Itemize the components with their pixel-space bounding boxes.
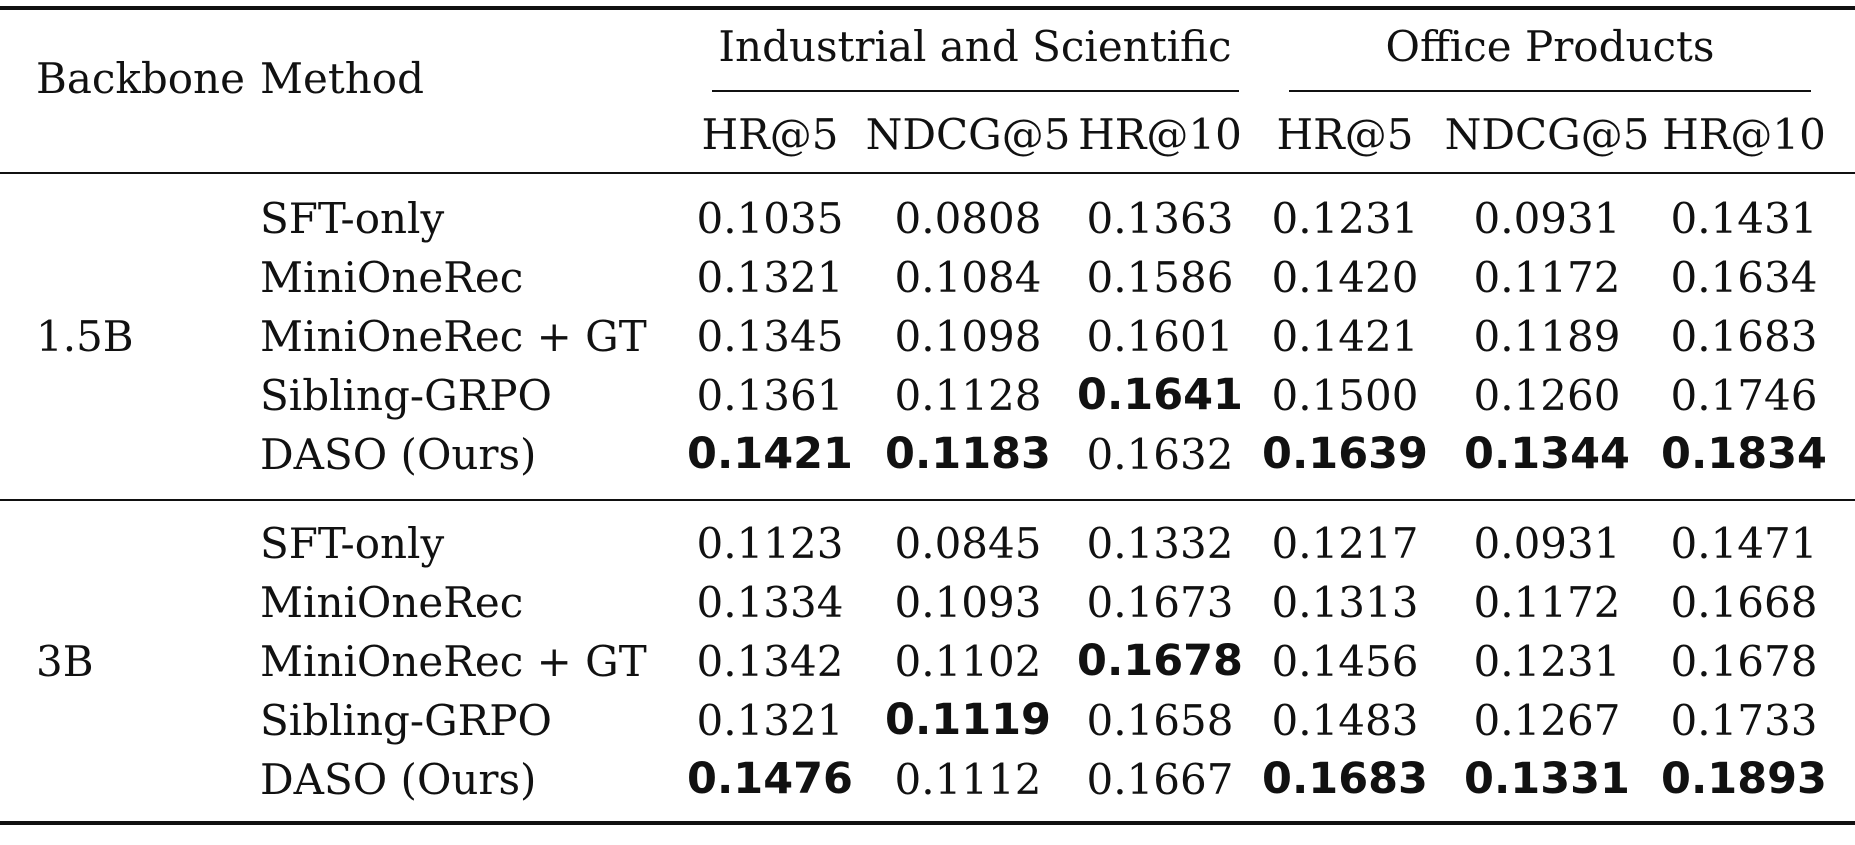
best-value-cell: 0.1476 xyxy=(687,754,853,804)
top-rule xyxy=(0,6,1855,10)
value-cell: 0.1102 xyxy=(894,637,1042,686)
best-value-cell: 0.1183 xyxy=(885,429,1051,479)
value-cell: 0.1678 xyxy=(1670,637,1818,686)
value-cell: 0.1683 xyxy=(1670,312,1818,361)
value-cell: 0.1733 xyxy=(1670,696,1818,745)
value-cell: 0.1321 xyxy=(696,696,844,745)
value-cell: 0.0845 xyxy=(894,519,1042,568)
value-cell: 0.1746 xyxy=(1670,371,1818,420)
industrial-group-header: Industrial and Scientific xyxy=(718,22,1232,71)
method-label: MiniOneRec xyxy=(260,253,524,302)
value-cell: 0.0931 xyxy=(1473,194,1621,243)
metric-header: HR@5 xyxy=(1276,110,1414,159)
best-value-cell: 0.1421 xyxy=(687,429,853,479)
backbone-label: 3B xyxy=(36,637,94,686)
value-cell: 0.1342 xyxy=(696,637,844,686)
bottom-rule xyxy=(0,821,1855,825)
method-label: SFT-only xyxy=(260,194,445,243)
best-value-cell: 0.1639 xyxy=(1262,429,1428,479)
value-cell: 0.1632 xyxy=(1086,430,1234,479)
value-cell: 0.1363 xyxy=(1086,194,1234,243)
office-group-rule xyxy=(1289,90,1811,92)
metric-header: HR@5 xyxy=(701,110,839,159)
method-label: MiniOneRec + GT xyxy=(260,312,647,361)
industrial-group-rule xyxy=(712,90,1239,92)
metric-header: HR@10 xyxy=(1078,110,1242,159)
best-value-cell: 0.1834 xyxy=(1661,429,1827,479)
value-cell: 0.1673 xyxy=(1086,578,1234,627)
value-cell: 0.1172 xyxy=(1473,253,1621,302)
value-cell: 0.1421 xyxy=(1271,312,1419,361)
method-label: MiniOneRec xyxy=(260,578,524,627)
value-cell: 0.1345 xyxy=(696,312,844,361)
value-cell: 0.0931 xyxy=(1473,519,1621,568)
value-cell: 0.1634 xyxy=(1670,253,1818,302)
value-cell: 0.1361 xyxy=(696,371,844,420)
value-cell: 0.1456 xyxy=(1271,637,1419,686)
best-value-cell: 0.1893 xyxy=(1661,754,1827,804)
metric-header: HR@10 xyxy=(1662,110,1826,159)
value-cell: 0.1231 xyxy=(1473,637,1621,686)
value-cell: 0.1420 xyxy=(1271,253,1419,302)
value-cell: 0.1601 xyxy=(1086,312,1234,361)
best-value-cell: 0.1683 xyxy=(1262,754,1428,804)
best-value-cell: 0.1331 xyxy=(1464,754,1630,804)
value-cell: 0.1112 xyxy=(894,755,1042,804)
value-cell: 0.1471 xyxy=(1670,519,1818,568)
value-cell: 0.1093 xyxy=(894,578,1042,627)
value-cell: 0.1098 xyxy=(894,312,1042,361)
value-cell: 0.1172 xyxy=(1473,578,1621,627)
method-label: DASO (Ours) xyxy=(260,430,537,479)
value-cell: 0.1260 xyxy=(1473,371,1621,420)
method-label: Sibling-GRPO xyxy=(260,696,552,745)
backbone-header: Backbone xyxy=(36,54,245,103)
metric-header: NDCG@5 xyxy=(1444,110,1650,159)
metric-header: NDCG@5 xyxy=(865,110,1071,159)
value-cell: 0.1313 xyxy=(1271,578,1419,627)
value-cell: 0.1500 xyxy=(1271,371,1419,420)
value-cell: 0.0808 xyxy=(894,194,1042,243)
value-cell: 0.1267 xyxy=(1473,696,1621,745)
value-cell: 0.1332 xyxy=(1086,519,1234,568)
value-cell: 0.1189 xyxy=(1473,312,1621,361)
best-value-cell: 0.1678 xyxy=(1077,636,1243,686)
value-cell: 0.1431 xyxy=(1670,194,1818,243)
value-cell: 0.1035 xyxy=(696,194,844,243)
office-group-header: Office Products xyxy=(1385,22,1715,71)
value-cell: 0.1334 xyxy=(696,578,844,627)
best-value-cell: 0.1641 xyxy=(1077,370,1243,420)
value-cell: 0.1084 xyxy=(894,253,1042,302)
header-rule xyxy=(0,172,1855,174)
value-cell: 0.1668 xyxy=(1670,578,1818,627)
value-cell: 0.1483 xyxy=(1271,696,1419,745)
method-header: Method xyxy=(260,54,424,103)
block-separator-rule xyxy=(0,499,1855,501)
value-cell: 0.1667 xyxy=(1086,755,1234,804)
method-label: DASO (Ours) xyxy=(260,755,537,804)
method-label: MiniOneRec + GT xyxy=(260,637,647,686)
value-cell: 0.1217 xyxy=(1271,519,1419,568)
value-cell: 0.1658 xyxy=(1086,696,1234,745)
value-cell: 0.1231 xyxy=(1271,194,1419,243)
value-cell: 0.1586 xyxy=(1086,253,1234,302)
method-label: Sibling-GRPO xyxy=(260,371,552,420)
method-label: SFT-only xyxy=(260,519,445,568)
value-cell: 0.1321 xyxy=(696,253,844,302)
value-cell: 0.1123 xyxy=(696,519,844,568)
best-value-cell: 0.1344 xyxy=(1464,429,1630,479)
value-cell: 0.1128 xyxy=(894,371,1042,420)
best-value-cell: 0.1119 xyxy=(885,695,1051,745)
backbone-label: 1.5B xyxy=(36,312,134,361)
